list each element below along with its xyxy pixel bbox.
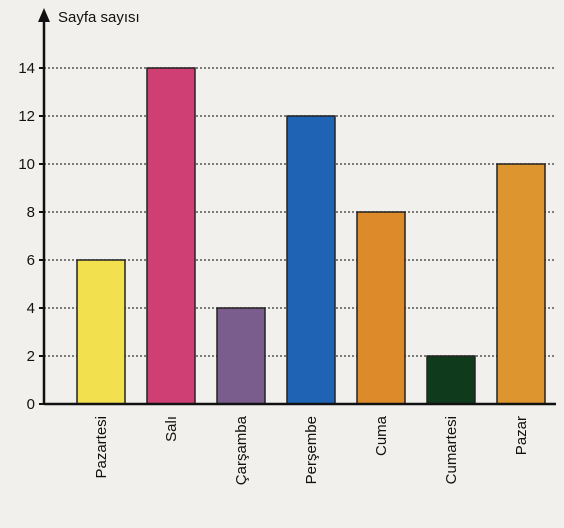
y-tick-label: 6 xyxy=(27,252,35,269)
y-tick-label: 10 xyxy=(18,156,35,173)
y-axis-label: Sayfa sayısı xyxy=(58,9,140,26)
bar-6 xyxy=(426,355,476,405)
x-tick-labels: Pazartesi Salı Çarşamba Perşembe Cuma Cumarte… xyxy=(93,415,530,485)
y-tick-label: 14 xyxy=(18,60,35,77)
bar-5 xyxy=(356,211,406,405)
x-tick-label: Perşembe xyxy=(303,416,320,484)
x-tick-label: Salı xyxy=(163,416,180,442)
y-tick-label: 2 xyxy=(27,348,35,365)
y-tick-label: 12 xyxy=(18,108,35,125)
x-tick-label: Pazar xyxy=(513,416,530,455)
bars xyxy=(76,67,546,405)
y-tick-labels: 0 2 4 6 8 10 12 14 xyxy=(18,60,35,413)
x-tick-label: Pazartesi xyxy=(93,416,110,479)
bar-7 xyxy=(496,163,546,405)
bar-1 xyxy=(76,259,126,405)
y-axis-arrowhead xyxy=(38,8,50,22)
x-tick-label: Cumartesi xyxy=(443,416,460,484)
y-tick-label: 4 xyxy=(27,300,35,317)
y-tick-label: 0 xyxy=(27,396,35,413)
bar-4 xyxy=(286,115,336,405)
x-tick-label: Çarşamba xyxy=(233,415,250,485)
bar-3 xyxy=(216,307,266,405)
y-tick-label: 8 xyxy=(27,204,35,221)
x-tick-label: Cuma xyxy=(373,415,390,456)
bar-2 xyxy=(146,67,196,405)
axes xyxy=(38,8,556,406)
